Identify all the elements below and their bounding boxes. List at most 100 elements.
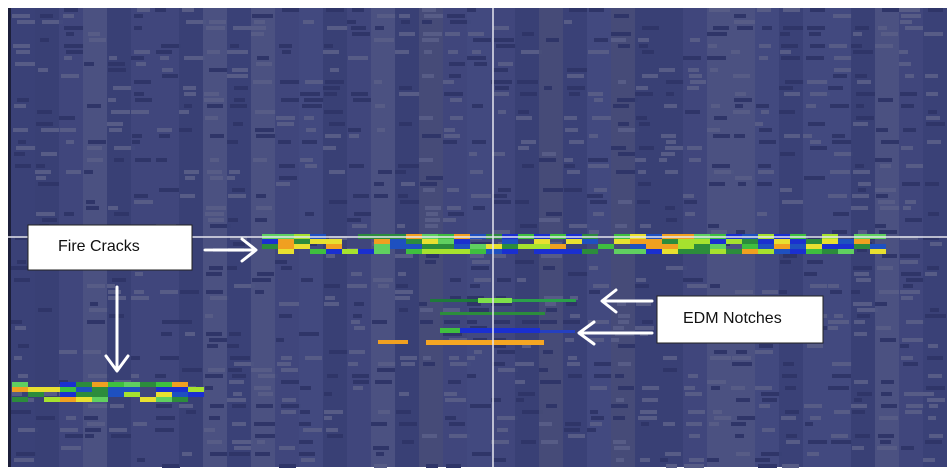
noise-dash (784, 92, 800, 96)
noise-dash (375, 26, 384, 30)
noise-dash (14, 152, 25, 156)
noise-dash (735, 176, 752, 180)
noise-dash (807, 26, 825, 30)
noise-dash (474, 350, 482, 354)
crack-indication (108, 392, 124, 397)
noise-dash (881, 32, 898, 36)
noise-dash (395, 50, 409, 54)
noise-dash (398, 272, 406, 276)
noise-dash (594, 374, 612, 378)
noise-dash (258, 392, 273, 396)
noise-dash (426, 464, 438, 468)
noise-dash (90, 302, 98, 306)
noise-dash (59, 116, 75, 120)
noise-dash (445, 398, 466, 402)
noise-dash (565, 422, 581, 426)
noise-dash (780, 152, 795, 156)
crack-indication (156, 382, 172, 387)
noise-dash (638, 182, 651, 186)
noise-dash (257, 272, 274, 276)
noise-dash (663, 356, 677, 360)
noise-dash (879, 416, 898, 420)
noise-dash (85, 434, 94, 438)
noise-dash (639, 146, 654, 150)
noise-dash (736, 398, 750, 402)
noise-dash (326, 428, 338, 432)
noise-dash (11, 320, 22, 324)
noise-dash (593, 284, 609, 288)
noise-dash (281, 410, 296, 414)
noise-dash (371, 422, 387, 426)
noise-dash (63, 14, 74, 18)
noise-dash (564, 164, 575, 168)
noise-dash (780, 260, 791, 264)
noise-dash (162, 68, 173, 72)
noise-dash (206, 206, 226, 210)
noise-dash (324, 284, 340, 288)
noise-dash (638, 416, 657, 420)
noise-dash (879, 230, 897, 234)
noise-dash (906, 320, 925, 324)
noise-dash (184, 170, 199, 174)
noise-dash (901, 272, 921, 276)
noise-dash (471, 266, 489, 270)
noise-dash (756, 104, 769, 108)
noise-dash (87, 422, 105, 426)
noise-dash (256, 134, 277, 138)
noise-dash (638, 38, 649, 42)
noise-dash (327, 374, 338, 378)
noise-dash (522, 320, 541, 324)
noise-dash (254, 20, 265, 24)
noise-dash (642, 26, 659, 30)
noise-dash (635, 326, 654, 330)
noise-dash (257, 440, 265, 444)
noise-dash (155, 8, 166, 12)
noise-dash (903, 206, 911, 210)
noise-dash (205, 116, 218, 120)
noise-dash (929, 404, 938, 408)
noise-dash (210, 296, 229, 300)
noise-dash (114, 158, 124, 162)
noise-dash (564, 158, 573, 162)
noise-dash (330, 68, 339, 72)
crack-indication (278, 239, 294, 244)
noise-dash (616, 398, 624, 402)
noise-dash (640, 410, 657, 414)
noise-dash (89, 38, 106, 42)
noise-dash (324, 302, 339, 306)
noise-dash (927, 266, 939, 270)
noise-dash (806, 56, 824, 60)
noise-dash (205, 212, 224, 216)
noise-dash (302, 140, 317, 144)
noise-dash (349, 350, 365, 354)
noise-dash (469, 152, 477, 156)
noise-dash (157, 128, 172, 132)
crack-indication (774, 249, 790, 254)
noise-dash (401, 20, 410, 24)
noise-dash (472, 50, 481, 54)
noise-dash (300, 158, 313, 162)
noise-dash (758, 170, 774, 174)
noise-dash (398, 194, 408, 198)
noise-dash (780, 188, 792, 192)
noise-dash (856, 104, 864, 108)
noise-dash (925, 440, 942, 444)
noise-dash (878, 434, 894, 438)
noise-dash (587, 428, 596, 432)
crack-indication (188, 392, 204, 397)
noise-dash (590, 410, 598, 414)
noise-dash (305, 164, 317, 168)
noise-dash (755, 122, 763, 126)
noise-dash (300, 410, 310, 414)
noise-dash (684, 464, 704, 468)
noise-dash (663, 368, 677, 372)
noise-dash (351, 92, 368, 96)
noise-dash (447, 206, 461, 210)
noise-dash (60, 128, 76, 132)
noise-dash (688, 410, 705, 414)
noise-dash (543, 350, 553, 354)
noise-dash (875, 224, 886, 228)
noise-dash (66, 140, 74, 144)
noise-dash (928, 374, 942, 378)
noise-dash (713, 410, 722, 414)
